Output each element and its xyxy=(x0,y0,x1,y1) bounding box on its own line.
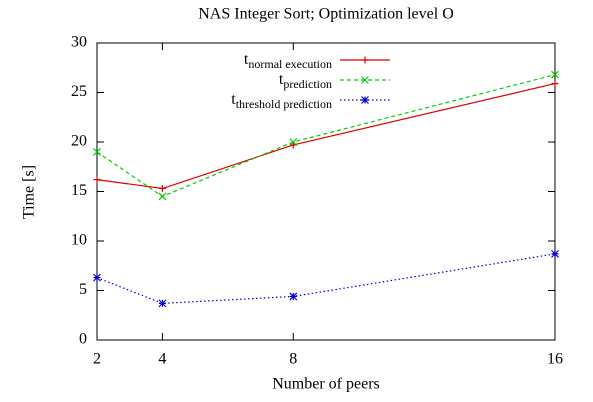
legend-name: t xyxy=(279,71,284,88)
marker xyxy=(361,96,369,104)
marker xyxy=(551,80,559,88)
marker xyxy=(158,192,167,201)
legend-label: tnormal execution xyxy=(244,51,332,71)
marker xyxy=(551,249,559,258)
chart-title: NAS Integer Sort; Optimization level O xyxy=(198,6,454,23)
x-tick-label: 8 xyxy=(289,351,297,368)
marker xyxy=(158,299,167,308)
y-tick-label: 20 xyxy=(71,133,87,150)
marker xyxy=(361,76,369,84)
series-line xyxy=(96,83,556,190)
marker xyxy=(289,292,298,301)
legend-name: t xyxy=(231,91,236,108)
x-tick-label: 2 xyxy=(93,351,101,368)
marker xyxy=(551,70,559,79)
series-line xyxy=(96,253,556,304)
x-axis-label: Number of peers xyxy=(272,376,380,393)
series-line xyxy=(96,74,556,198)
legend-label: tprediction xyxy=(279,71,332,91)
y-tick-label: 5 xyxy=(79,281,87,298)
y-tick-label: 25 xyxy=(71,83,87,100)
marker xyxy=(93,176,101,184)
x-tick-label: 16 xyxy=(547,351,563,368)
marker xyxy=(93,147,101,156)
marker xyxy=(361,56,369,64)
marker xyxy=(93,273,101,282)
legend-label: tthreshold prediction xyxy=(231,91,332,111)
y-axis-label: Time [s] xyxy=(21,165,38,219)
y-tick-label: 30 xyxy=(71,34,87,51)
legend-subscript: prediction xyxy=(283,77,332,91)
legend-subscript: normal execution xyxy=(248,57,332,71)
y-tick-label: 10 xyxy=(71,232,87,249)
y-tick-label: 0 xyxy=(79,331,87,348)
y-tick-label: 15 xyxy=(71,182,87,199)
x-tick-label: 4 xyxy=(158,351,166,368)
legend-subscript: threshold prediction xyxy=(236,97,332,111)
marker xyxy=(158,185,166,193)
marker xyxy=(289,138,298,146)
legend-name: t xyxy=(244,51,249,68)
